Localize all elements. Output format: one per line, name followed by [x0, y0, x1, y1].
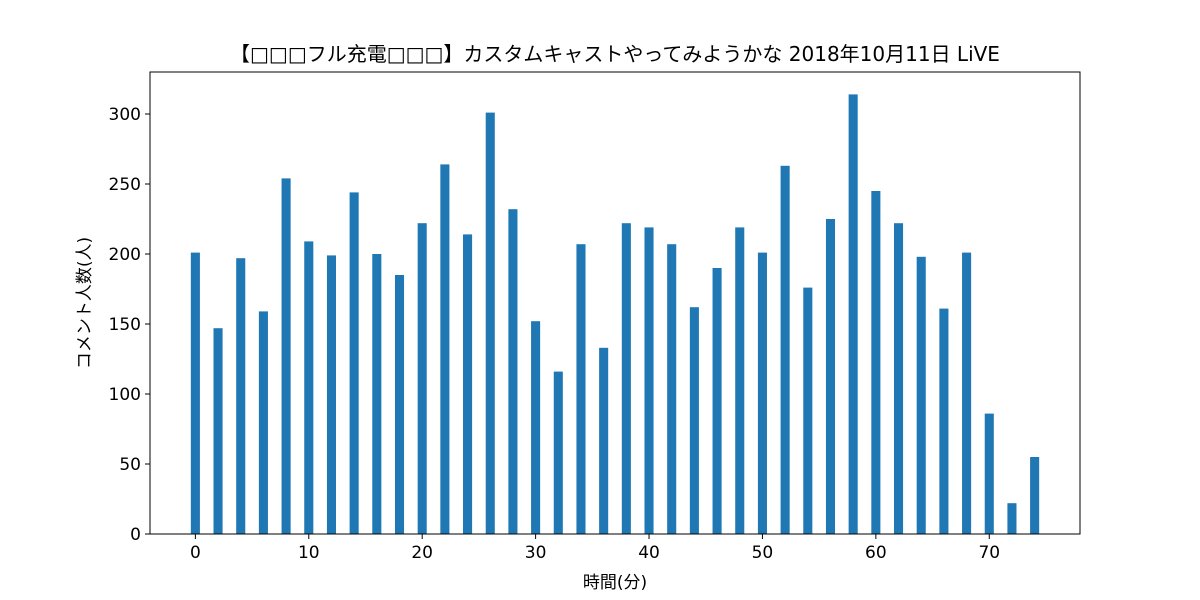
- y-tick-label: 100: [109, 385, 141, 405]
- y-tick-label: 300: [109, 105, 141, 125]
- bars-group: [190, 94, 1040, 535]
- bar: [894, 223, 904, 534]
- bar: [440, 164, 450, 534]
- x-tick-label: 30: [525, 543, 547, 563]
- bar: [190, 252, 200, 534]
- bar: [644, 227, 654, 534]
- y-tick-label: 0: [130, 525, 141, 545]
- plot-frame: [149, 71, 1081, 535]
- bar: [667, 244, 677, 534]
- bar: [689, 307, 699, 534]
- bar: [213, 328, 223, 534]
- bar: [939, 308, 949, 534]
- bar: [372, 254, 382, 534]
- y-tick-label: 50: [119, 455, 141, 475]
- bar: [962, 252, 972, 534]
- bar: [848, 94, 858, 535]
- bar: [485, 112, 495, 534]
- bar: [304, 241, 314, 534]
- y-axis-label: コメント人数(人): [75, 237, 95, 369]
- y-tick-label: 200: [109, 245, 141, 265]
- bar: [417, 223, 427, 534]
- x-tick-label: 70: [978, 543, 1000, 563]
- x-tick-label: 60: [865, 543, 887, 563]
- bar: [1007, 503, 1017, 534]
- bar: [1030, 457, 1040, 534]
- x-tick-label: 40: [638, 543, 660, 563]
- bar: [463, 234, 473, 534]
- bar: [349, 192, 359, 534]
- bar: [236, 258, 246, 534]
- chart-title: 【□□□フル充電□□□】カスタムキャストやってみようかな 2018年10月11日…: [230, 42, 1000, 66]
- x-tick-label: 0: [190, 543, 201, 563]
- bar: [531, 321, 541, 534]
- bar: [735, 227, 745, 534]
- x-tick-label: 10: [298, 543, 320, 563]
- bar: [394, 275, 405, 534]
- bar: [621, 223, 631, 534]
- bar: [916, 256, 926, 534]
- x-axis-label: 時間(分): [583, 573, 647, 593]
- y-axis-ticks: 0 50 100 150 200 250 300: [109, 105, 150, 545]
- bar: [984, 413, 994, 534]
- x-tick-label: 20: [411, 543, 433, 563]
- y-tick-label: 250: [109, 175, 141, 195]
- bar: [508, 209, 518, 534]
- x-tick-label: 50: [752, 543, 774, 563]
- x-axis-ticks: 0 10 20 30 40 50 60 70: [190, 534, 1000, 563]
- y-tick-label: 150: [109, 315, 141, 335]
- bar: [825, 219, 836, 534]
- bar: [576, 244, 586, 534]
- bar: [757, 252, 767, 534]
- bar: [803, 287, 813, 534]
- bar: [599, 347, 609, 534]
- bar: [712, 268, 722, 534]
- bar: [780, 165, 790, 535]
- bar: [258, 311, 268, 534]
- bar: [281, 178, 291, 534]
- bar: [553, 371, 563, 534]
- bar: [326, 255, 336, 534]
- bar: [871, 191, 881, 534]
